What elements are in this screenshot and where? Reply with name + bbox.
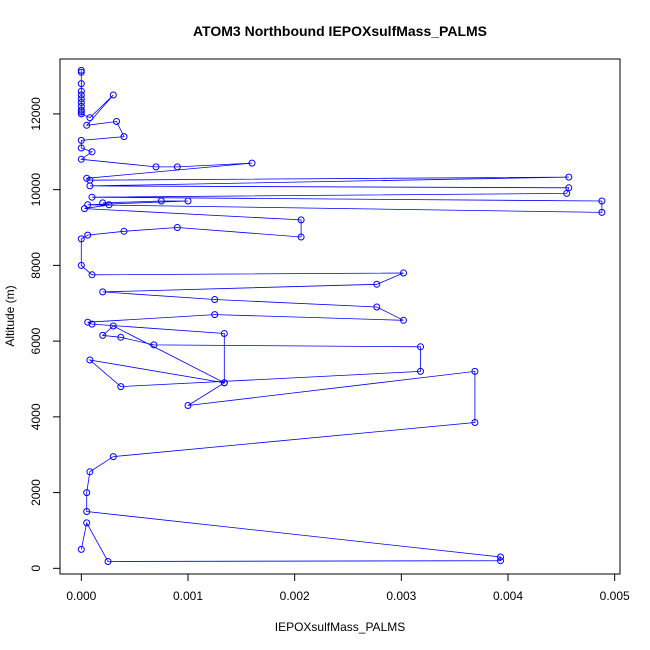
- data-point: [400, 316, 407, 324]
- x-tick-label: 0.002: [280, 589, 310, 603]
- data-point: [77, 108, 85, 116]
- series-line: [80, 70, 603, 562]
- data-point: [86, 114, 94, 122]
- data-point: [157, 197, 165, 205]
- data-point: [563, 189, 571, 197]
- data-point: [173, 163, 181, 171]
- data-point: [86, 356, 94, 364]
- data-point: [77, 155, 85, 163]
- data-point: [150, 341, 158, 349]
- x-tick-label: 0.000: [66, 589, 96, 603]
- data-point: [77, 91, 85, 99]
- data-point: [83, 121, 91, 129]
- data-point: [84, 318, 92, 326]
- data-point: [88, 148, 96, 156]
- data-point: [109, 91, 117, 99]
- data-point: [248, 159, 256, 167]
- data-point: [117, 383, 125, 391]
- x-tick-label: 0.004: [493, 589, 523, 603]
- data-point: [88, 320, 96, 328]
- x-axis: 0.000 0.001 0.002 0.003 0.004 0.005: [66, 573, 630, 603]
- data-point: [83, 519, 91, 527]
- data-point: [598, 208, 606, 216]
- data-point: [211, 311, 219, 319]
- data-point: [77, 261, 85, 269]
- data-point: [109, 453, 117, 461]
- y-tick-label: 4000: [29, 403, 43, 430]
- data-point: [83, 508, 91, 515]
- data-point: [565, 173, 573, 181]
- data-point: [211, 296, 219, 303]
- data-point: [88, 271, 96, 279]
- x-tick-label: 0.005: [600, 589, 630, 603]
- data-point: [83, 489, 91, 497]
- data-point: [173, 224, 181, 231]
- data-point: [297, 216, 305, 224]
- data-point: [104, 558, 112, 565]
- y-tick-label: 10000: [29, 173, 43, 207]
- y-axis: 0 2000 4000 6000 8000 10000 12000: [29, 97, 61, 572]
- data-point: [77, 80, 85, 88]
- data-point: [220, 330, 228, 337]
- data-point: [113, 118, 120, 125]
- data-point: [99, 331, 107, 339]
- data-point: [598, 197, 606, 205]
- data-point: [184, 197, 192, 205]
- y-axis-label: Altitude (m): [3, 285, 17, 346]
- data-point: [417, 367, 424, 375]
- data-point: [471, 367, 479, 375]
- data-point: [417, 343, 424, 351]
- data-point: [373, 303, 381, 311]
- x-tick-label: 0.003: [386, 589, 416, 603]
- data-point: [497, 557, 504, 565]
- data-point: [86, 468, 94, 476]
- data-point: [77, 136, 85, 144]
- plot-area: [77, 66, 606, 565]
- y-tick-label: 8000: [29, 252, 43, 279]
- x-axis-label: IEPOXsulfMass_PALMS: [275, 620, 406, 634]
- data-point: [77, 235, 85, 243]
- data-point: [400, 269, 407, 277]
- y-tick-label: 6000: [29, 327, 43, 354]
- chart-title: ATOM3 Northbound IEPOXsulfMass_PALMS: [193, 23, 487, 39]
- data-point: [117, 333, 125, 341]
- data-point: [373, 280, 381, 288]
- data-point: [77, 66, 85, 74]
- data-point: [497, 553, 504, 561]
- data-point: [184, 402, 192, 409]
- x-tick-label: 0.001: [173, 589, 203, 603]
- data-point: [88, 193, 96, 201]
- data-point: [77, 68, 85, 76]
- data-point: [105, 201, 113, 209]
- y-tick-label: 2000: [29, 479, 43, 506]
- data-point: [471, 419, 479, 426]
- data-point: [77, 545, 85, 553]
- data-point: [99, 199, 107, 207]
- data-point: [77, 87, 85, 95]
- data-point: [99, 288, 107, 296]
- y-tick-label: 0: [29, 565, 43, 572]
- y-tick-label: 12000: [29, 97, 43, 131]
- data-point: [86, 182, 94, 190]
- data-point: [152, 163, 160, 171]
- data-point: [77, 110, 85, 118]
- data-point: [77, 106, 85, 114]
- data-point: [120, 133, 128, 141]
- data-point: [77, 99, 85, 106]
- data-point: [84, 231, 92, 239]
- plot-frame: [59, 58, 621, 575]
- data-point: [81, 205, 88, 213]
- data-point: [77, 144, 85, 152]
- data-point: [77, 95, 85, 103]
- data-point: [220, 379, 228, 387]
- data-point: [109, 322, 117, 330]
- data-point: [297, 233, 305, 241]
- data-point: [120, 227, 128, 235]
